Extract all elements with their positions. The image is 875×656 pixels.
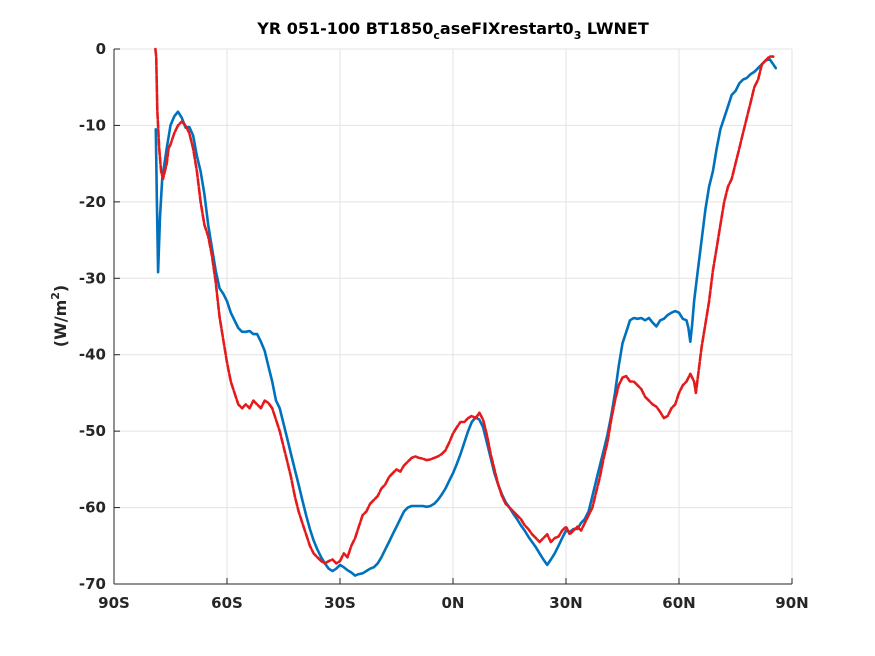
x-tick-labels: 90S 60S 30S 0N 30N 60N 90N <box>98 594 809 612</box>
x-tick-label-4: 30N <box>549 594 582 612</box>
x-tick-label-5: 60N <box>662 594 695 612</box>
axes-layer <box>113 48 793 585</box>
series-layer <box>154 47 778 577</box>
y-tick-label-3: -30 <box>79 269 106 287</box>
grid-layer <box>113 48 793 585</box>
y-tick-label-7: -70 <box>79 575 106 593</box>
x-tick-label-6: 90N <box>775 594 808 612</box>
series-line-1 <box>154 47 775 565</box>
title-part-0: YR 051-100 BT1850 <box>256 19 433 38</box>
x-tick-label-3: 0N <box>442 594 465 612</box>
y-axis-label: (W/m2) <box>49 285 70 347</box>
y-tick-label-0: 0 <box>96 40 106 58</box>
ylabel-part-2: ) <box>51 285 70 292</box>
ylabel-part-0: (W/m <box>51 300 70 347</box>
chart-title: YR 051-100 BT1850caseFIXrestart03 LWNET <box>256 19 649 42</box>
y-tick-label-4: -40 <box>79 346 106 364</box>
x-tick-label-1: 60S <box>211 594 243 612</box>
title-part-1: c <box>433 29 440 42</box>
y-tick-label-6: -60 <box>79 499 106 517</box>
y-tick-label-5: -50 <box>79 422 106 440</box>
y-tick-label-1: -10 <box>79 116 106 134</box>
title-part-2: aseFIXrestart0 <box>440 19 574 38</box>
series-line-0 <box>154 57 778 577</box>
x-tick-label-2: 30S <box>324 594 356 612</box>
y-tick-labels: 0 -10 -20 -30 -40 -50 -60 -70 <box>79 40 106 593</box>
ylabel-part-1: 2 <box>49 292 62 300</box>
y-tick-label-2: -20 <box>79 193 106 211</box>
title-part-3: 3 <box>574 29 582 42</box>
x-tick-label-0: 90S <box>98 594 130 612</box>
title-part-4: LWNET <box>581 19 648 38</box>
